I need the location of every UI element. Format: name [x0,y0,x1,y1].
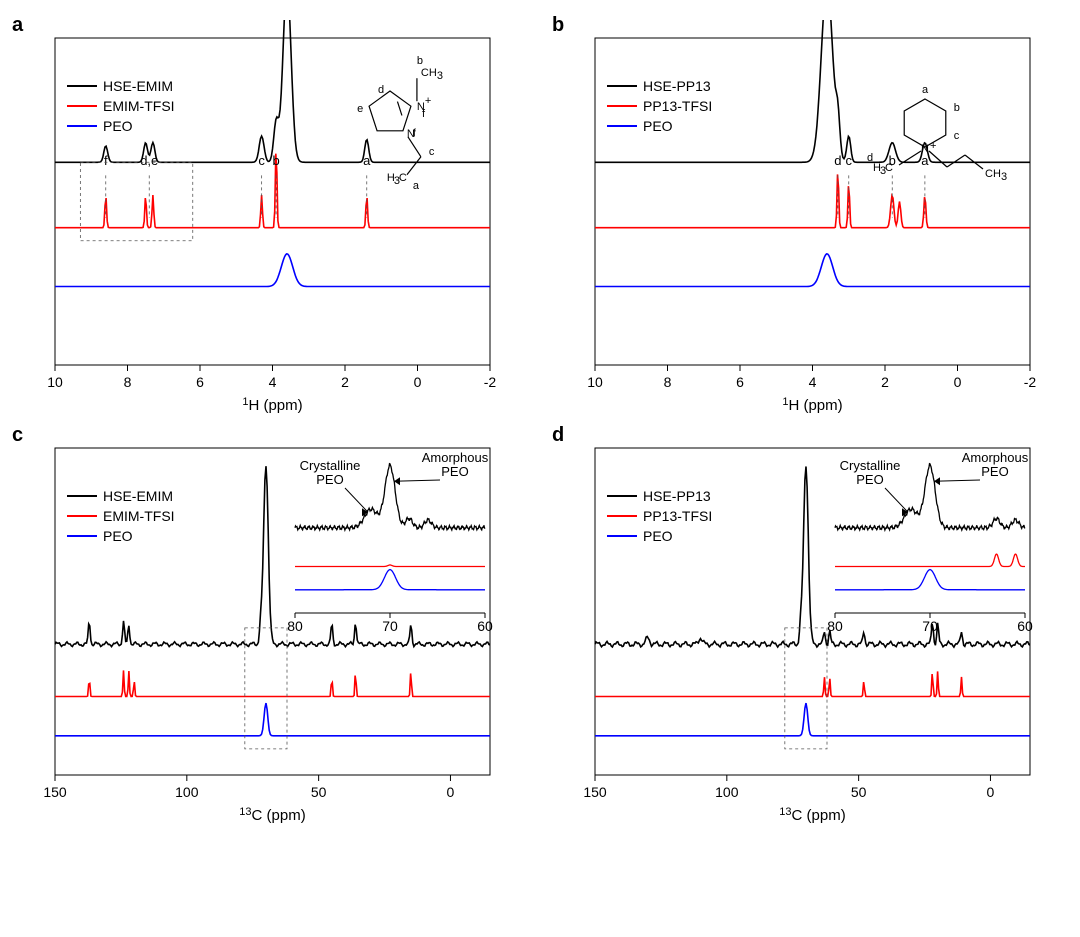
svg-text:a: a [922,84,929,96]
svg-text:EMIM-TFSI: EMIM-TFSI [103,98,175,114]
svg-text:d: d [867,152,873,164]
svg-text:f: f [422,108,426,120]
plot-c: 150 100 50 0 13C (ppm) HSE-EMIM EMIM-TFSI PEO 80… [20,430,500,830]
svg-text:PEO: PEO [981,464,1008,479]
svg-text:d,e: d,e [140,153,158,168]
svg-text:4: 4 [809,374,817,390]
svg-text:c: c [429,146,435,158]
svg-text:HSE-PP13: HSE-PP13 [643,78,711,94]
plot-a: 1086420-21H (ppm)fd,ecbaHSE-EMIMEMIM-TFS… [20,20,500,420]
svg-text:8: 8 [664,374,672,390]
svg-text:b: b [417,55,423,67]
svg-text:70: 70 [382,618,398,634]
svg-text:8: 8 [124,374,132,390]
svg-text:0: 0 [987,784,995,800]
svg-text:50: 50 [851,784,867,800]
svg-text:10: 10 [47,374,63,390]
svg-text:a: a [921,153,929,168]
svg-text:PEO: PEO [643,118,673,134]
plot-b: 1086420-21H (ppm)dcbaHSE-PP13PP13-TFSIPE… [560,20,1040,420]
svg-text:CH: CH [421,67,437,79]
svg-text:HSE-EMIM: HSE-EMIM [103,78,173,94]
svg-text:Amorphous: Amorphous [422,450,489,465]
svg-text:80: 80 [287,618,303,634]
svg-text:C: C [885,162,893,174]
svg-text:PEO: PEO [103,528,133,544]
svg-text:1H (ppm): 1H (ppm) [242,396,302,414]
svg-text:c: c [846,153,853,168]
svg-text:c: c [954,130,960,142]
svg-text:13C (ppm): 13C (ppm) [239,806,305,824]
svg-text:3: 3 [1001,171,1007,183]
panel-d: d 15010050013C (ppm)HSE-PP13PP13-TFSIPEO… [560,430,1060,810]
svg-text:C: C [399,172,407,184]
panel-b: b 1086420-21H (ppm)dcbaHSE-PP13PP13-TFSI… [560,20,1060,400]
svg-text:f: f [104,153,108,168]
svg-text:4: 4 [269,374,277,390]
svg-text:70: 70 [922,618,938,634]
svg-text:6: 6 [196,374,204,390]
svg-text:PEO: PEO [103,118,133,134]
svg-text:Amorphous: Amorphous [962,450,1029,465]
svg-text:e: e [357,103,363,115]
svg-text:6: 6 [736,374,744,390]
svg-text:CH: CH [985,168,1001,180]
svg-text:50: 50 [311,784,327,800]
svg-text:2: 2 [341,374,349,390]
svg-text:3: 3 [437,70,443,82]
svg-text:1H (ppm): 1H (ppm) [782,396,842,414]
svg-text:100: 100 [175,784,199,800]
svg-text:PEO: PEO [441,464,468,479]
plot-d: 150 100 50 0 13C (ppm) HSE-PP13 PP13-TFSI PEO 80… [560,430,1040,830]
svg-text:PP13-TFSI: PP13-TFSI [643,508,712,524]
svg-text:+: + [930,140,936,152]
panel-a: a 1086420-21H (ppm)fd,ecbaHSE-EMIMEMIM-T… [20,20,520,400]
panel-c: c 15010050013C (ppm)HSE-EMIMEMIM-TFSIPEO… [20,430,520,810]
svg-text:b: b [273,153,280,168]
svg-text:80: 80 [827,618,843,634]
svg-text:f: f [413,128,417,140]
svg-text:0: 0 [954,374,962,390]
figure-grid: a 1086420-21H (ppm)fd,ecbaHSE-EMIMEMIM-T… [20,20,1060,810]
svg-text:-2: -2 [484,374,497,390]
svg-text:PEO: PEO [856,472,883,487]
svg-text:2: 2 [881,374,889,390]
svg-text:HSE-EMIM: HSE-EMIM [103,488,173,504]
svg-text:PP13-TFSI: PP13-TFSI [643,98,712,114]
svg-text:13C (ppm): 13C (ppm) [779,806,845,824]
svg-text:100: 100 [715,784,739,800]
svg-text:a: a [413,180,420,192]
svg-text:d: d [378,84,384,96]
svg-text:d: d [834,153,841,168]
svg-text:a: a [363,153,371,168]
svg-text:b: b [954,102,960,114]
svg-text:10: 10 [587,374,603,390]
svg-text:PEO: PEO [316,472,343,487]
svg-text:0: 0 [414,374,422,390]
svg-text:c: c [258,153,265,168]
svg-text:150: 150 [583,784,607,800]
svg-text:60: 60 [477,618,493,634]
svg-text:0: 0 [447,784,455,800]
svg-text:+: + [425,95,431,107]
svg-text:PEO: PEO [643,528,673,544]
svg-text:Crystalline: Crystalline [840,458,901,473]
svg-text:EMIM-TFSI: EMIM-TFSI [103,508,175,524]
svg-text:HSE-PP13: HSE-PP13 [643,488,711,504]
svg-text:N: N [921,143,929,155]
svg-text:-2: -2 [1024,374,1037,390]
svg-text:150: 150 [43,784,67,800]
svg-text:60: 60 [1017,618,1033,634]
svg-text:Crystalline: Crystalline [300,458,361,473]
